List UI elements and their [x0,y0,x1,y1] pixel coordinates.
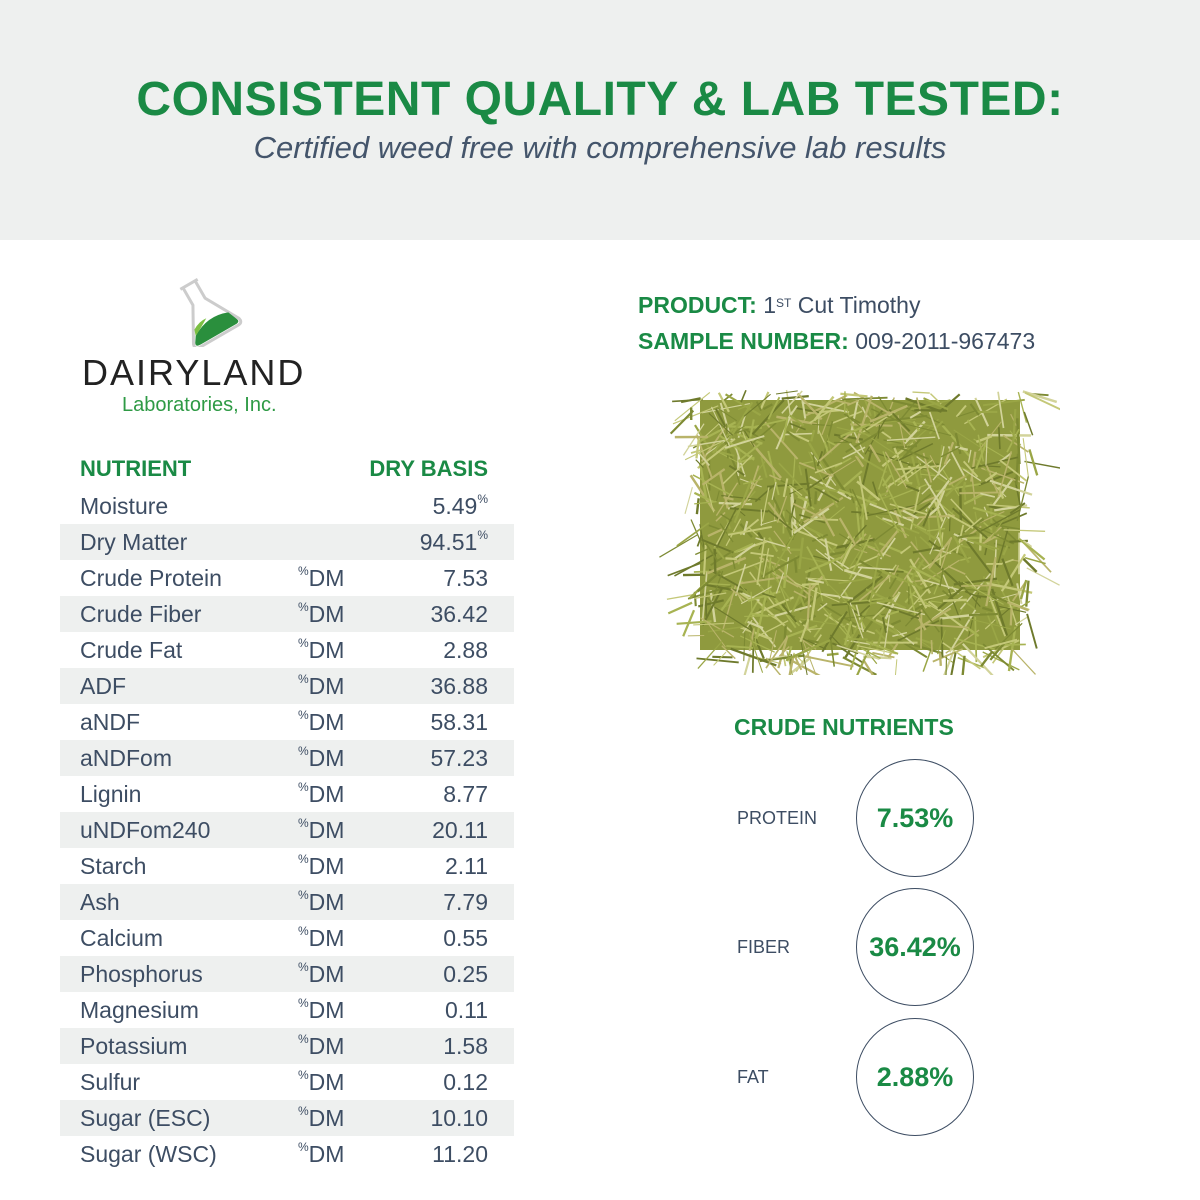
protein-label: PROTEIN [737,808,818,828]
nutrient-name: Ash [80,889,120,915]
nutrient-name: Crude Fiber [80,601,202,627]
sample-label: SAMPLE NUMBER: [638,328,849,354]
nutrient-name: Moisture [80,493,169,519]
fiber-circle: 36.42% [856,888,974,1006]
table-row: Ash %DM 7.79 [60,884,514,920]
nutrient-value: 8.77 [443,781,488,807]
nutrient-unit: %DM [298,1068,345,1095]
table-row: uNDFom240 %DM 20.11 [60,812,514,848]
header-dry-basis: DRY BASIS [369,456,488,481]
nutrient-value: 36.42 [430,601,488,627]
nutrient-name: Lignin [80,781,142,807]
table-row: Dry Matter 94.51% [60,524,514,560]
nutrient-name: Calcium [80,925,164,951]
nutrient-name: Sulfur [80,1069,141,1095]
nutrient-name: ADF [80,673,126,699]
nutrient-unit: %DM [298,744,345,771]
nutrient-name: Starch [80,853,147,879]
nutrient-value: 2.88 [443,637,488,663]
table-row: Moisture 5.49% [60,488,514,524]
nutrient-unit: %DM [298,960,345,987]
table-row: aNDF %DM 58.31 [60,704,514,740]
nutrient-unit: %DM [298,636,345,663]
logo-subtitle: Laboratories, Inc. [122,394,277,416]
table-row: Starch %DM 2.11 [60,848,514,884]
nutrient-value: 7.53 [443,565,488,591]
nutrient-name: Phosphorus [80,961,203,987]
table-row: Sulfur %DM 0.12 [60,1064,514,1100]
page-title: CONSISTENT QUALITY & LAB TESTED: [136,73,1064,126]
nutrient-unit: %DM [298,1032,345,1059]
sample-value: 009-2011-967473 [855,328,1036,354]
nutrient-unit: %DM [298,564,345,591]
page-subtitle: Certified weed free with comprehensive l… [253,130,947,165]
table-row: Crude Fat %DM 2.88 [60,632,514,668]
table-row: ADF %DM 36.88 [60,668,514,704]
flask-icon [179,277,243,347]
nutrient-value: 5.49% [432,492,488,519]
crude-nutrients-title: CRUDE NUTRIENTS [734,714,954,740]
nutrient-unit: %DM [298,1104,345,1131]
product-value: 1ST Cut Timothy [763,292,921,318]
nutrient-value: 0.12 [443,1069,488,1095]
nutrient-value: 0.55 [443,925,488,951]
table-row: Potassium %DM 1.58 [60,1028,514,1064]
table-row: Lignin %DM 8.77 [60,776,514,812]
nutrient-value: 11.20 [432,1141,488,1167]
fat-label: FAT [737,1067,769,1087]
nutrient-name: uNDFom240 [80,817,211,843]
nutrient-name: aNDF [80,709,141,735]
nutrient-unit: %DM [298,852,345,879]
nutrient-unit: %DM [298,672,345,699]
header-nutrient: NUTRIENT [80,456,192,481]
nutrient-value: 0.25 [443,961,488,987]
table-row: Calcium %DM 0.55 [60,920,514,956]
nutrient-name: Crude Fat [80,637,183,663]
dairyland-logo: DAIRYLAND Laboratories, Inc. [80,272,330,422]
nutrient-unit: %DM [298,1140,345,1167]
nutrient-unit: %DM [298,708,345,735]
nutrient-unit: %DM [298,924,345,951]
hay-bale-image [659,389,1060,675]
nutrient-value: 36.88 [430,673,488,699]
table-row: Phosphorus %DM 0.25 [60,956,514,992]
nutrient-value: 0.11 [444,997,488,1023]
product-line: PRODUCT: 1ST Cut Timothy [638,292,920,319]
nutrient-unit: %DM [298,780,345,807]
nutrient-name: Sugar (ESC) [80,1105,211,1131]
nutrient-unit: %DM [298,816,345,843]
nutrient-name: Magnesium [80,997,199,1023]
table-row: Crude Protein %DM 7.53 [60,560,514,596]
fat-circle: 2.88% [856,1018,974,1136]
nutrient-value: 58.31 [430,709,488,735]
logo-wordmark: DAIRYLAND [82,352,306,393]
nutrient-value: 1.58 [443,1033,488,1059]
product-label: PRODUCT: [638,292,757,318]
header-band: CONSISTENT QUALITY & LAB TESTED: Certifi… [0,0,1200,240]
nutrient-name: Sugar (WSC) [80,1141,217,1167]
nutrient-value: 7.79 [443,889,488,915]
nutrient-name: Dry Matter [80,529,188,555]
nutrient-name: Potassium [80,1033,188,1059]
table-row: Crude Fiber %DM 36.42 [60,596,514,632]
fiber-label: FIBER [737,937,791,957]
nutrient-value: 20.11 [432,817,488,843]
table-row: aNDFom %DM 57.23 [60,740,514,776]
nutrient-value: 10.10 [430,1105,488,1131]
nutrient-unit: %DM [298,996,345,1023]
nutrient-value: 2.11 [444,853,488,879]
protein-circle: 7.53% [856,759,974,877]
nutrient-unit: %DM [298,888,345,915]
nutrient-unit: %DM [298,600,345,627]
table-row: Magnesium %DM 0.11 [60,992,514,1028]
table-row: Sugar (ESC) %DM 10.10 [60,1100,514,1136]
nutrient-value: 94.51% [419,528,488,555]
table-row: Sugar (WSC) %DM 11.20 [60,1136,514,1172]
nutrient-name: Crude Protein [80,565,222,591]
sample-line: SAMPLE NUMBER: 009-2011-967473 [638,328,1035,355]
nutrient-name: aNDFom [80,745,173,771]
nutrient-value: 57.23 [430,745,488,771]
